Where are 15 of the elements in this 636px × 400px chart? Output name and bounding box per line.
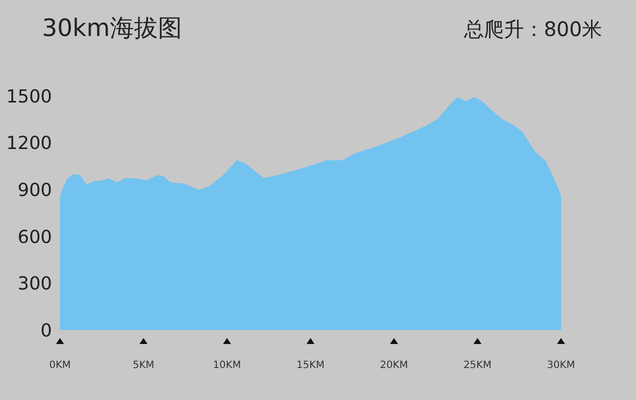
text: 总爬升：800米: [464, 16, 602, 43]
x-tick-label: 15KM: [296, 360, 324, 371]
y-tick-label: 900: [18, 180, 52, 201]
x-tick-label: 20KM: [380, 360, 408, 371]
x-tick-label: 10KM: [213, 360, 241, 371]
y-tick-label: 1200: [6, 133, 52, 154]
y-tick-label: 600: [18, 226, 52, 248]
y-tick-label: 1500: [6, 86, 52, 108]
x-tick-label: 5KM: [132, 360, 154, 371]
y-tick-label: 300: [18, 274, 52, 295]
x-tick-label: 30KM: [547, 360, 575, 371]
x-tick-label: 0KM: [49, 360, 71, 371]
chart-title: 30km海拔图: [42, 13, 182, 44]
y-tick-label: 0: [40, 320, 52, 342]
x-tick-label: 25KM: [464, 360, 492, 371]
